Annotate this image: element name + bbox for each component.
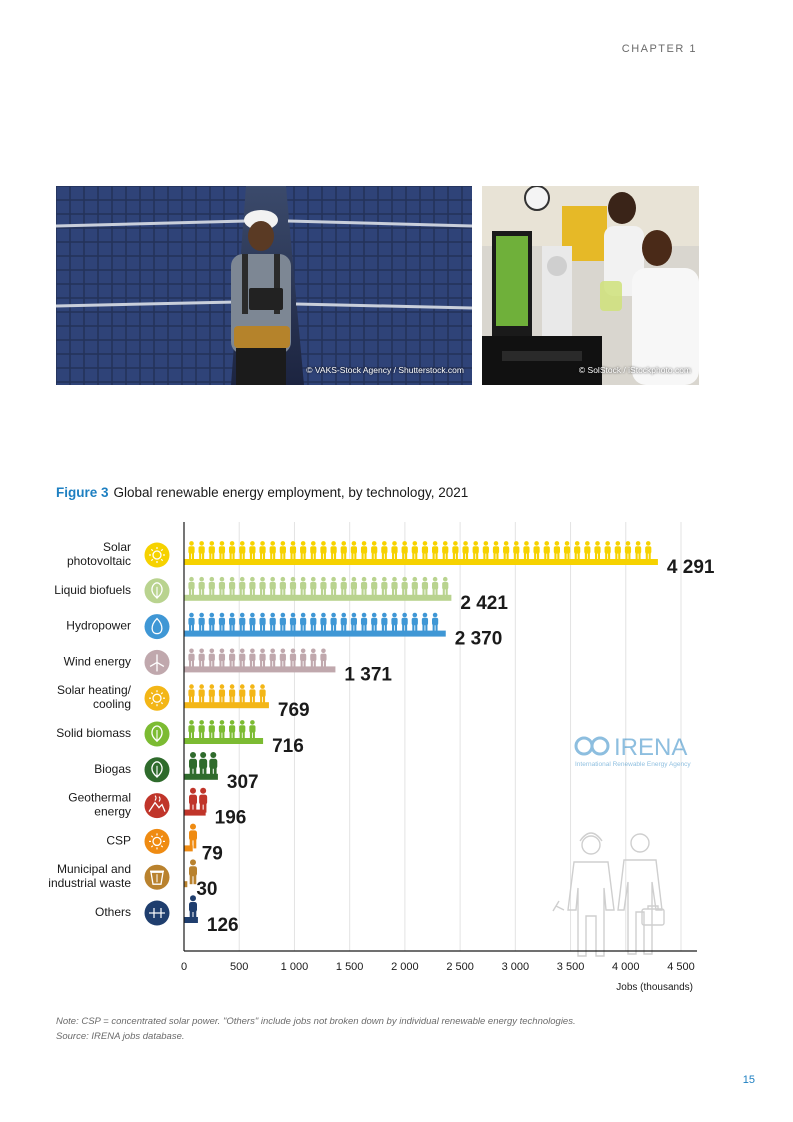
bar-pictograms — [188, 541, 652, 560]
x-tick-label: 1 000 — [281, 961, 309, 973]
value-label: 196 — [215, 808, 247, 829]
figure-notes: Note: CSP = concentrated solar power. "O… — [56, 1014, 576, 1044]
leaf-icon — [144, 721, 170, 747]
x-tick-label: 4 000 — [612, 961, 640, 973]
x-tick-label: 0 — [181, 961, 187, 973]
category-label: CSP — [106, 833, 131, 847]
value-label: 4 291 — [667, 557, 715, 578]
figure-label: Figure 3 — [56, 485, 109, 500]
category-label: Wind energy — [64, 654, 131, 668]
lab-scientists-photo: © SolStock / iStockphoto.com — [482, 186, 699, 385]
x-tick-label: 4 500 — [667, 961, 695, 973]
category-label: Biogas — [94, 762, 131, 776]
leaf-icon — [144, 757, 170, 783]
chart-gridlines — [238, 522, 682, 951]
x-tick-label: 1 500 — [336, 961, 364, 973]
value-label: 307 — [227, 772, 259, 793]
employment-bar-chart: IRENA International Renewable Energy Age… — [48, 522, 715, 993]
category-label: Municipal and industrial waste — [48, 862, 131, 890]
figure-source: Source: IRENA jobs database. — [56, 1031, 185, 1042]
chart-bars — [184, 541, 658, 923]
solar-panels-image — [56, 186, 472, 385]
bar — [184, 881, 188, 888]
bar-pictograms — [189, 787, 208, 813]
workers-illustration — [552, 832, 665, 957]
bar — [184, 773, 218, 780]
page-number: 15 — [742, 1074, 755, 1086]
bar-pictograms — [188, 684, 266, 703]
bar-pictograms — [188, 720, 256, 739]
category-label: Others — [95, 905, 131, 919]
category-label: Hydropower — [66, 619, 131, 633]
figure-title: Global renewable energy employment, by t… — [113, 485, 469, 500]
bar — [184, 845, 193, 852]
sun-icon — [144, 685, 170, 711]
wind-turbine-icon — [144, 649, 170, 675]
x-tick-label: 3 500 — [557, 961, 585, 973]
figure-caption: Figure 3 Global renewable energy employme… — [56, 485, 468, 500]
value-label: 2 421 — [460, 593, 508, 614]
chart-category-labels: Solar photovoltaic Liquid biofuels Hydropow… — [48, 540, 131, 919]
irena-wordmark: IRENA — [614, 734, 687, 761]
sun-icon — [144, 542, 170, 568]
chart-x-axis: 0 500 1 000 1 500 2 000 2 500 3 000 3 500 4 000 4… — [181, 522, 697, 973]
x-tick-label: 500 — [230, 961, 248, 973]
bar — [184, 702, 269, 709]
others-icon — [144, 900, 170, 926]
irena-subtitle: International Renewable Energy Agency — [575, 761, 691, 768]
value-label: 2 370 — [455, 629, 503, 650]
bar — [184, 559, 658, 565]
category-label: Geothermal energy — [68, 791, 131, 819]
bar — [184, 594, 452, 601]
bar-pictograms — [188, 612, 439, 632]
figure-note: Note: CSP = concentrated solar power. "O… — [56, 1016, 576, 1027]
geothermal-icon — [144, 793, 170, 819]
bar — [184, 666, 336, 673]
chart-value-labels: 4 291 2 421 2 370 1 371 769 716 307 196 79 30 126 — [196, 557, 715, 936]
photo-credit: © VAKS-Stock Agency / Shutterstock.com — [306, 365, 464, 375]
value-label: 30 — [196, 879, 217, 900]
value-label: 769 — [278, 700, 310, 721]
waste-bin-icon — [144, 864, 170, 890]
bar-pictograms — [189, 823, 197, 849]
bar — [184, 917, 198, 923]
value-label: 716 — [272, 736, 304, 757]
bar-pictograms — [188, 648, 327, 668]
category-label: Solid biomass — [56, 726, 131, 740]
bar-pictograms — [189, 752, 218, 777]
value-label: 79 — [202, 843, 223, 864]
bar-pictograms — [188, 576, 449, 596]
chart-category-icons — [144, 542, 170, 926]
bar — [184, 738, 264, 744]
bar — [184, 630, 446, 637]
irena-watermark: IRENA International Renewable Energy Age… — [574, 734, 691, 768]
water-drop-icon — [144, 614, 170, 640]
category-label: Solar heating/cooling — [57, 683, 132, 711]
leaf-icon — [144, 578, 170, 604]
category-label: Liquid biofuels — [54, 583, 131, 597]
chapter-header: CHAPTER 1 — [621, 43, 697, 55]
category-label: Solar photovoltaic — [67, 540, 131, 568]
solar-worker-photo: © VAKS-Stock Agency / Shutterstock.com — [56, 186, 472, 385]
x-tick-label: 2 500 — [446, 961, 474, 973]
photo-credit: © SolStock / iStockphoto.com — [578, 365, 691, 375]
x-tick-label: 3 000 — [502, 961, 530, 973]
value-label: 126 — [207, 915, 239, 936]
bar — [184, 809, 206, 816]
x-axis-title: Jobs (thousands) — [616, 982, 693, 993]
value-label: 1 371 — [344, 664, 392, 685]
x-tick-label: 2 000 — [391, 961, 419, 973]
sun-icon — [144, 828, 170, 854]
laboratory-image — [482, 186, 699, 385]
